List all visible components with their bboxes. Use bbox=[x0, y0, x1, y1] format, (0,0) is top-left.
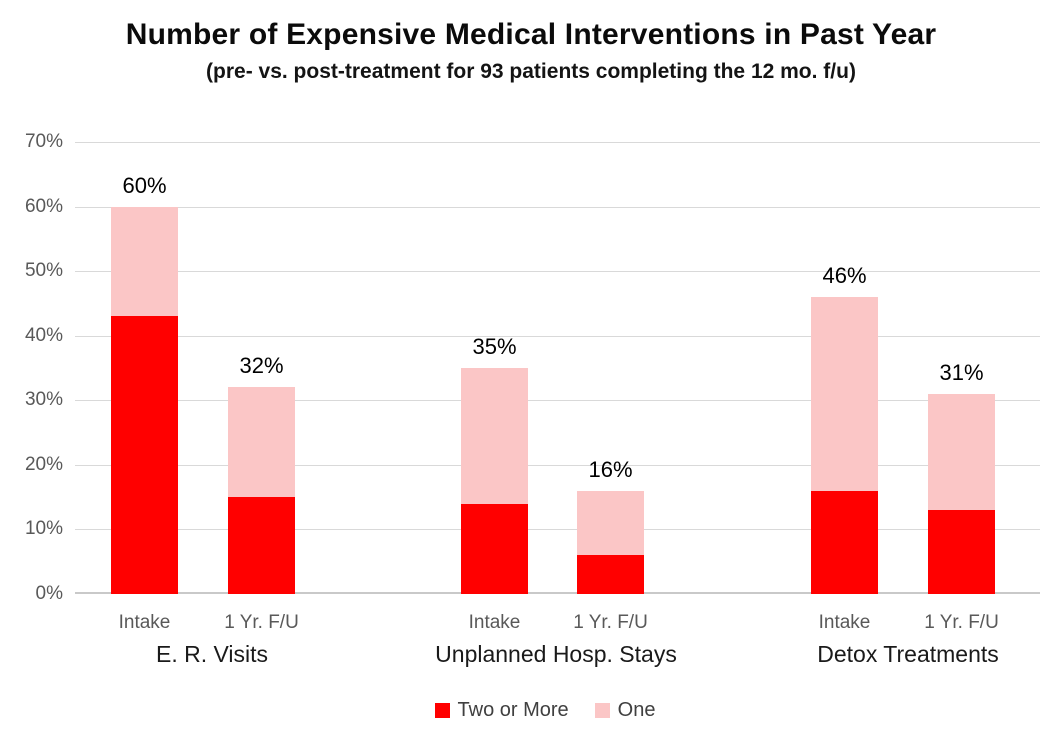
y-axis-tick-label: 0% bbox=[35, 583, 63, 604]
bar-segment-two-or-more bbox=[461, 503, 528, 594]
gridline bbox=[75, 206, 1040, 208]
bar-segment-one bbox=[577, 490, 644, 556]
y-axis-tick-label: 70% bbox=[24, 131, 63, 152]
x-axis-tick-label: Intake bbox=[468, 612, 521, 633]
gridline bbox=[75, 400, 1040, 402]
y-axis-tick-label: 10% bbox=[24, 518, 63, 540]
bar-total-label: 46% bbox=[822, 262, 867, 288]
x-axis-group-label: E. R. Visits bbox=[155, 641, 269, 667]
bar-segment-two-or-more bbox=[811, 490, 878, 594]
y-axis-tick-label: 60% bbox=[24, 195, 63, 217]
bar-segment-one bbox=[928, 393, 995, 511]
plot-area: 60% Intake 32% 1 Yr. F/U E. R. Visits 35% Inta… bbox=[75, 142, 1040, 667]
gridline bbox=[75, 142, 1040, 143]
legend: Two or More One bbox=[0, 699, 1062, 722]
y-axis-tick-label: 20% bbox=[24, 453, 63, 475]
legend-item: One bbox=[594, 699, 656, 722]
bar-total-label: 35% bbox=[472, 334, 517, 359]
y-axis-tick-label: 50% bbox=[24, 260, 63, 282]
legend-items: Two or More One bbox=[434, 699, 656, 722]
legend-item: Two or More bbox=[434, 699, 569, 722]
legend-swatch-one bbox=[594, 703, 610, 718]
gridline bbox=[75, 464, 1040, 466]
bar-segment-one bbox=[811, 296, 878, 491]
bar-total-label: 31% bbox=[939, 359, 984, 385]
x-axis-group-label: Unplanned Hosp. Stays bbox=[435, 641, 677, 667]
bar-total-label: 32% bbox=[239, 353, 284, 379]
chart-title: Number of Expensive Medical Intervention… bbox=[125, 18, 937, 51]
bar-segment-one bbox=[111, 206, 178, 317]
x-axis-line bbox=[75, 592, 1040, 594]
x-axis-tick-label: 1 Yr. F/U bbox=[224, 612, 299, 633]
x-axis-tick-label: 1 Yr. F/U bbox=[924, 612, 999, 633]
x-axis-tick-label: 1 Yr. F/U bbox=[573, 612, 648, 633]
x-axis-group-label: Detox Treatments bbox=[817, 641, 999, 667]
bar-segment-two-or-more bbox=[577, 555, 644, 594]
legend-label: Two or More bbox=[457, 699, 569, 721]
bar-total-label: 60% bbox=[122, 172, 167, 198]
y-axis-tick-label: 30% bbox=[24, 389, 63, 411]
bar-segment-two-or-more bbox=[928, 510, 995, 594]
x-axis-tick-label: Intake bbox=[118, 612, 171, 633]
bar-segment-one bbox=[228, 387, 295, 498]
bar-total-label: 16% bbox=[588, 456, 633, 482]
gridline bbox=[75, 271, 1040, 273]
chart-subtitle: (pre- vs. post-treatment for 93 patients… bbox=[206, 60, 856, 83]
bar-segment-two-or-more bbox=[111, 316, 178, 594]
bar-segment-one bbox=[461, 368, 528, 504]
legend-swatch-two-or-more bbox=[434, 703, 450, 718]
legend-label: One bbox=[617, 699, 656, 721]
gridline bbox=[75, 529, 1040, 531]
y-axis-tick-label: 40% bbox=[24, 324, 63, 346]
gridline bbox=[75, 335, 1040, 337]
x-axis-tick-label: Intake bbox=[818, 612, 871, 633]
bar-segment-two-or-more bbox=[228, 497, 295, 594]
